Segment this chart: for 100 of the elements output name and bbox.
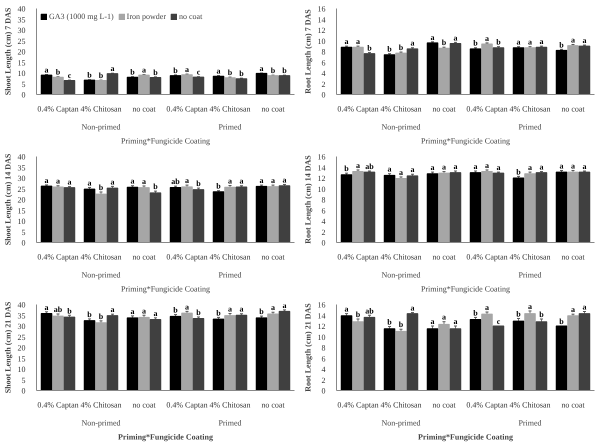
data-label: a xyxy=(430,32,435,42)
data-label: a xyxy=(399,168,403,177)
x-tick-label: 4% Chitosan xyxy=(380,252,422,262)
y-tick-label: 35 xyxy=(18,15,26,24)
x-tick-label: 0.4% Captan xyxy=(466,252,508,262)
x-axis-title: Priming*Fungicide Coating xyxy=(418,432,513,442)
y-tick-label: 25 xyxy=(18,332,26,342)
data-label: ab xyxy=(365,306,374,316)
legend-label: GA3 (1000 mg L-1) xyxy=(49,12,114,21)
data-label: ab xyxy=(171,177,180,186)
x-tick-label: 4% Chitosan xyxy=(209,400,251,410)
y-tick-label: 0 xyxy=(322,386,326,396)
text: Primed xyxy=(218,122,242,132)
y-tick-label: 2 xyxy=(322,228,326,237)
data-label: b xyxy=(344,164,350,174)
x-tick-label: no coat xyxy=(261,400,286,410)
text: Non-primed xyxy=(81,122,121,132)
data-label: a xyxy=(528,38,532,47)
data-label: c xyxy=(196,68,201,77)
x-tick-label: no coat xyxy=(132,104,156,114)
x-tick-label: 4% Chitosan xyxy=(80,400,122,410)
data-label: c xyxy=(68,71,72,80)
y-tick-label: 30 xyxy=(18,26,26,35)
x-tick-label: 0.4% Captan xyxy=(466,400,508,410)
y-tick-label: 5 xyxy=(22,228,26,237)
data-label: a xyxy=(185,176,189,186)
data-label: b xyxy=(398,43,404,52)
data-label: b xyxy=(173,66,178,75)
data-label: a xyxy=(485,160,489,170)
y-tick-label: 20 xyxy=(18,48,26,56)
data-label: b xyxy=(228,68,233,78)
y-tick-label: 10 xyxy=(18,365,26,374)
x-tick-label: 4% Chitosan xyxy=(80,252,122,262)
data-label: a xyxy=(571,161,575,170)
y-tick-label: 10 xyxy=(318,184,326,194)
data-label: b xyxy=(196,308,202,317)
data-label: b xyxy=(387,44,392,54)
data-label: b xyxy=(387,318,392,327)
y-tick-label: 8 xyxy=(322,344,326,352)
data-label: b xyxy=(98,312,104,321)
y-tick-label: 0 xyxy=(22,238,26,248)
data-label: a xyxy=(356,160,360,170)
data-label: a xyxy=(560,161,564,170)
data-label: a xyxy=(528,302,532,311)
y-axis-title: Root Length (cm) 7 DAS xyxy=(304,8,312,94)
y-tick-label: 14 xyxy=(318,163,326,172)
data-label: a xyxy=(282,175,286,184)
y-tick-label: 10 xyxy=(318,36,326,46)
data-label: a xyxy=(142,306,146,316)
data-label: a xyxy=(271,303,275,312)
data-label: a xyxy=(496,163,500,172)
data-label: b xyxy=(516,309,522,318)
data-label: b xyxy=(270,66,276,76)
data-label: a xyxy=(142,176,146,186)
data-label: a xyxy=(110,177,114,186)
data-label: a xyxy=(356,37,360,46)
data-label: b xyxy=(496,38,502,47)
data-label: a xyxy=(442,312,446,322)
data-label: a xyxy=(153,308,158,318)
y-tick-label: 10 xyxy=(318,332,326,342)
x-tick-label: 4% Chitosan xyxy=(509,400,551,410)
y-tick-label: 12 xyxy=(318,174,326,183)
data-label: b xyxy=(559,40,564,50)
x-tick-label: 0.4% Captan xyxy=(337,400,379,410)
data-label: a xyxy=(430,163,435,172)
data-label: b xyxy=(356,310,361,320)
y-tick-label: 5 xyxy=(22,80,26,89)
data-label: b xyxy=(153,68,158,77)
data-label: b xyxy=(442,38,447,48)
y-tick-label: 4 xyxy=(322,69,326,78)
data-label: a xyxy=(142,66,146,75)
data-label: a xyxy=(44,176,49,185)
x-tick-label: 0.4% Captan xyxy=(337,252,379,262)
text: Primed xyxy=(518,122,542,132)
y-tick-label: 0 xyxy=(322,238,326,248)
data-label: a xyxy=(228,176,232,186)
y-tick-label: 30 xyxy=(18,322,26,331)
y-tick-label: 8 xyxy=(322,48,326,56)
data-label: a xyxy=(185,65,189,74)
x-axis-title: Priming*Fungicide Coating xyxy=(118,432,213,442)
x-tick-label: 0.4% Captan xyxy=(37,400,79,410)
data-label: b xyxy=(98,71,104,80)
data-label: b xyxy=(87,70,92,80)
x-tick-label: 4% Chitosan xyxy=(209,104,251,114)
data-label: b xyxy=(398,320,404,330)
x-tick-label: no coat xyxy=(132,400,156,410)
y-tick-label: 16 xyxy=(318,152,326,162)
y-tick-label: 2 xyxy=(322,376,326,385)
data-label: a xyxy=(442,162,446,172)
data-label: a xyxy=(539,37,544,46)
y-tick-label: 16 xyxy=(318,4,326,14)
data-label: a xyxy=(485,303,489,312)
data-label: b xyxy=(239,69,244,78)
x-tick-label: 4% Chitosan xyxy=(509,252,551,262)
data-label: a xyxy=(582,162,586,172)
data-label: b xyxy=(516,167,522,176)
x-axis-title: Priming*Fungicide Coating xyxy=(420,284,510,294)
y-tick-label: 25 xyxy=(18,184,26,194)
x-tick-label: 0.4% Captan xyxy=(37,252,79,262)
x-axis-title: Priming*Fungicide Coating xyxy=(420,136,510,146)
